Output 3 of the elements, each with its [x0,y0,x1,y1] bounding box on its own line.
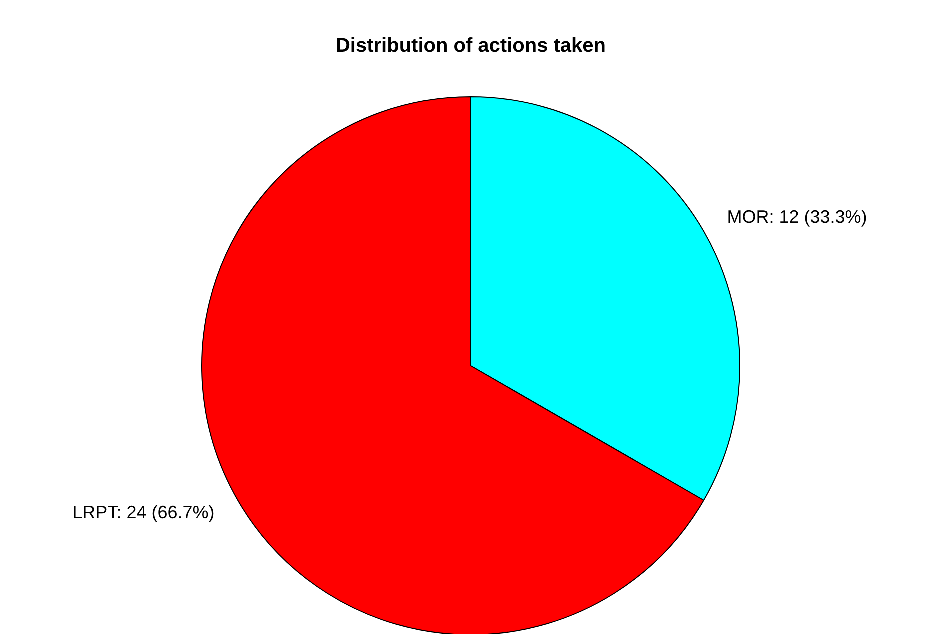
slice-label: MOR: 12 (33.3%) [727,206,868,227]
slice-label: LRPT: 24 (66.7%) [72,502,215,523]
chart-title: Distribution of actions taken [336,35,606,57]
